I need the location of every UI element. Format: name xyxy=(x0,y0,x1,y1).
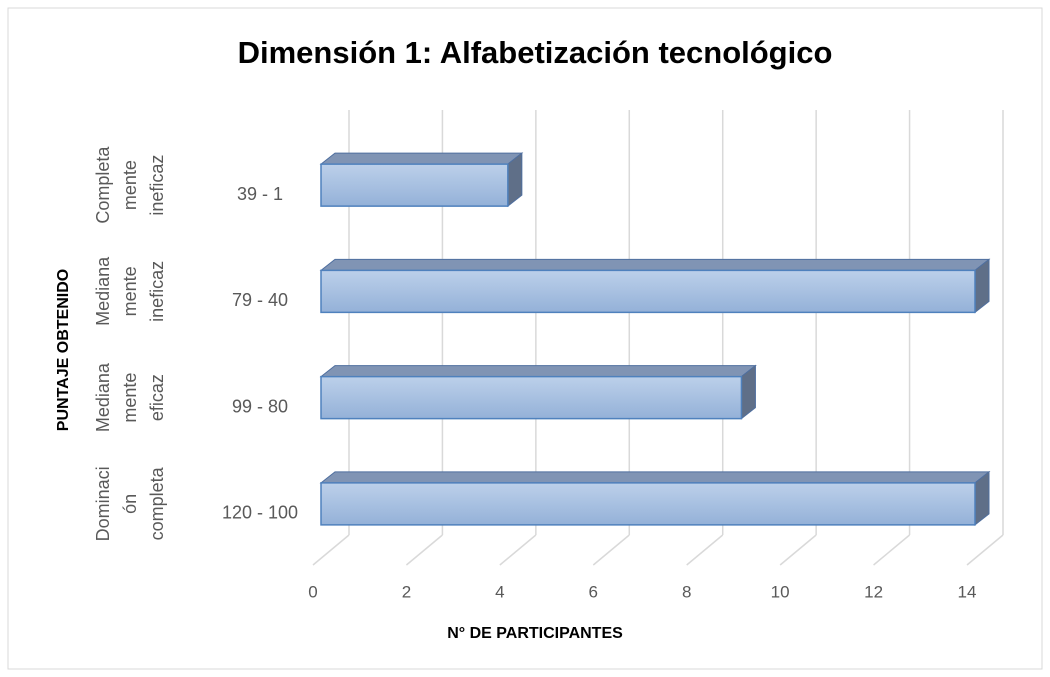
x-tick-label: 0 xyxy=(308,582,317,601)
group-label: completa xyxy=(147,466,167,540)
y-tick-label: 79 - 40 xyxy=(232,290,288,310)
floor-line xyxy=(499,534,537,566)
floor-line xyxy=(592,534,630,566)
x-axis-title: N° DE PARTICIPANTES xyxy=(447,625,623,642)
group-label: ineficaz xyxy=(147,155,167,216)
group-label: mente xyxy=(120,266,140,316)
bar xyxy=(320,375,743,420)
x-tick-label: 8 xyxy=(682,582,691,601)
bar-top xyxy=(319,152,524,165)
chart-title: Dimensión 1: Alfabetización tecnológico xyxy=(238,35,833,70)
bar xyxy=(320,163,509,207)
y-tick-label: 120 - 100 xyxy=(222,503,298,523)
floor-line xyxy=(873,534,911,566)
floor-line xyxy=(312,534,350,566)
group-label: ineficaz xyxy=(147,261,167,322)
floor-line xyxy=(966,534,1004,566)
x-tick-label: 10 xyxy=(771,582,790,601)
group-label: Dominaci xyxy=(93,466,113,541)
x-tick-label: 12 xyxy=(864,582,883,601)
group-label: eficaz xyxy=(147,374,167,421)
group-label: Mediana xyxy=(93,256,113,326)
y-tick-label: 99 - 80 xyxy=(232,396,288,416)
floor-line xyxy=(686,534,724,566)
x-tick-label: 14 xyxy=(958,582,977,601)
chart-border xyxy=(7,7,1043,670)
bar-top xyxy=(319,365,757,378)
x-tick-label: 2 xyxy=(402,582,411,601)
floor-line xyxy=(779,534,817,566)
group-label: mente xyxy=(120,373,140,423)
group-label: ón xyxy=(120,494,140,514)
bar-top xyxy=(319,471,991,484)
y-tick-label: 39 - 1 xyxy=(237,184,283,204)
x-tick-label: 6 xyxy=(589,582,598,601)
group-label: mente xyxy=(120,160,140,210)
bar-top xyxy=(319,258,991,271)
floor-line xyxy=(405,534,443,566)
bar xyxy=(320,482,976,526)
x-tick-label: 4 xyxy=(495,582,504,601)
bar xyxy=(320,269,976,314)
y-axis-title: PUNTAJE OBTENIDO xyxy=(55,269,72,431)
group-label: Completa xyxy=(93,146,113,224)
group-label: Mediana xyxy=(93,362,113,432)
